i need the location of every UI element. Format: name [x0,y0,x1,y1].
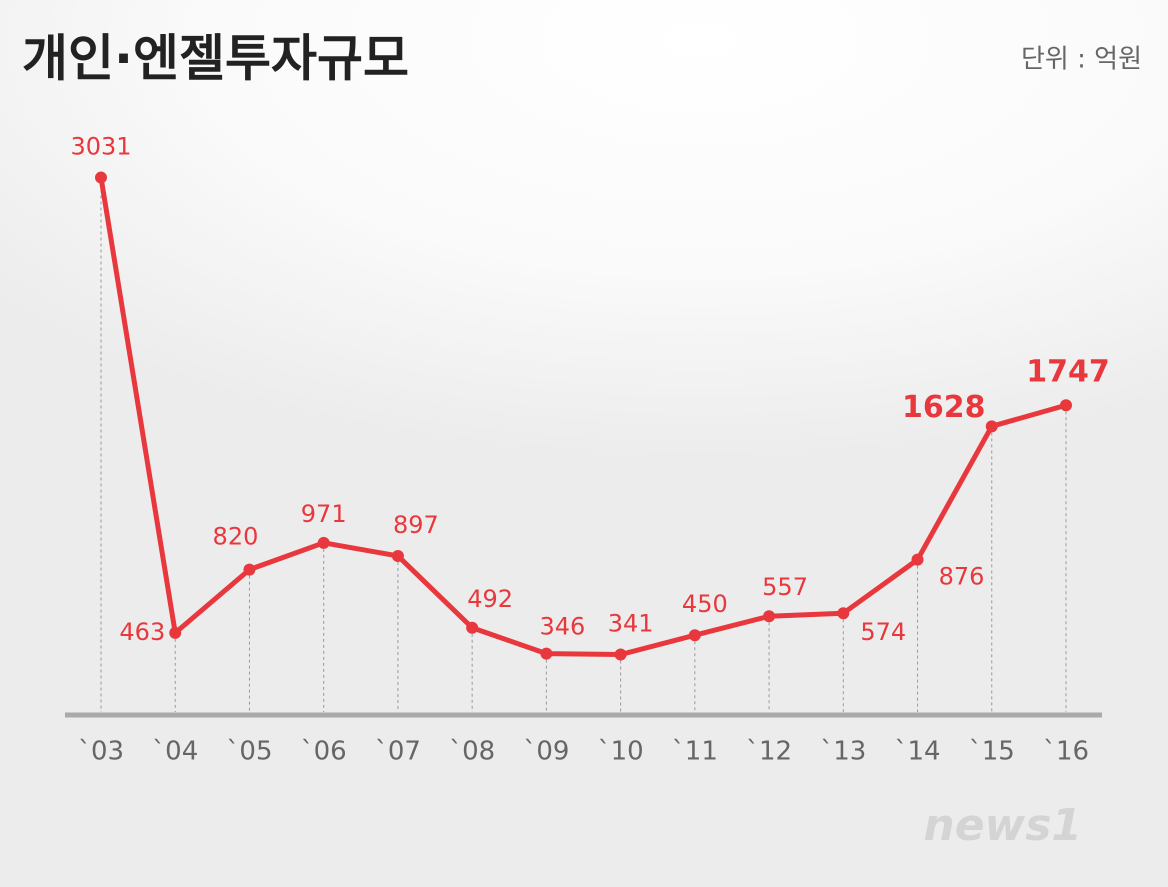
point [688,629,701,642]
data-label: 971 [301,500,347,528]
point [837,607,850,620]
x-tick-label: `15 [969,737,1015,767]
x-tick-label: `13 [820,737,866,767]
point [911,553,924,566]
x-tick-label: `16 [1043,737,1089,767]
point [1059,399,1072,412]
x-tick-label: `03 [78,737,124,767]
logo: news1 [923,800,1082,851]
x-tick-label: `10 [598,737,644,767]
x-tick-label: `07 [375,737,421,767]
data-label: 557 [762,573,808,601]
point [540,647,553,660]
data-label: 876 [939,563,985,591]
data-label: 3031 [70,133,131,161]
point [243,563,256,576]
data-label: 1747 [1026,355,1110,390]
point [95,171,107,184]
line [98,177,1067,658]
data-label: 341 [608,610,654,638]
point [614,648,627,661]
point [169,626,182,639]
data-label: 450 [682,590,728,618]
data-label: 492 [467,585,513,613]
x-tick-label: `05 [226,737,272,767]
data-label: 346 [539,613,585,641]
point [763,610,776,623]
unit-note: 단위 : 억원 [1021,45,1142,75]
chart-title: 개인·엔젤투자규모 [22,30,409,88]
data-label: 1628 [902,390,986,425]
x-tick-label: `08 [449,737,495,767]
x-tick-label: `14 [894,737,940,767]
data-label: 820 [213,523,259,551]
data-label: 897 [393,511,439,539]
x-tick-label: `09 [523,737,569,767]
point [317,536,330,549]
data-label: 463 [119,618,165,646]
data-label: 574 [860,618,906,646]
x-tick-label: `11 [672,737,718,767]
x-tick-label: `12 [746,737,792,767]
point [466,621,479,634]
point [391,549,404,562]
x-tick-label: `04 [152,737,198,767]
x-tick-label: `06 [301,737,347,767]
point [985,420,998,433]
